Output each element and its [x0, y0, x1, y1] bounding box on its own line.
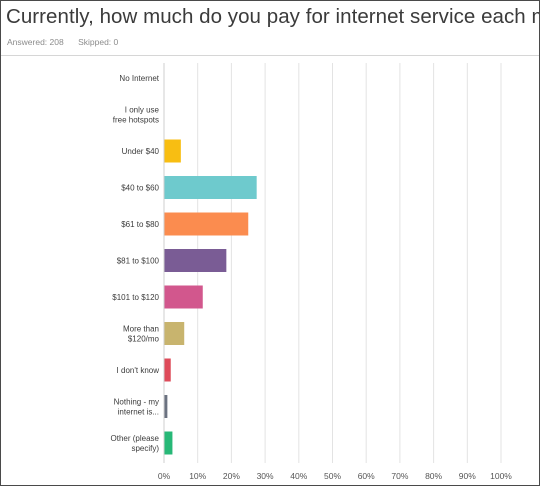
x-tick-label: 0%: [158, 471, 171, 481]
x-tick-label: 10%: [189, 471, 206, 481]
x-tick-label: 90%: [459, 471, 476, 481]
bar: [164, 431, 173, 455]
skipped-count: Skipped: 0: [78, 37, 119, 47]
header-divider: [1, 55, 539, 56]
category-label: More than $120/mo: [123, 325, 160, 344]
category-label: $101 to $120: [112, 293, 159, 302]
bar: [164, 249, 227, 272]
answered-count: Answered: 208: [7, 37, 64, 47]
category-label: No Internet: [119, 74, 159, 83]
x-tick-label: 100%: [490, 471, 512, 481]
bar: [164, 358, 171, 382]
bar: [164, 139, 181, 163]
x-tick-label: 40%: [290, 471, 307, 481]
bar: [164, 395, 168, 418]
category-label: Under $40: [122, 147, 160, 156]
x-tick-label: 30%: [257, 471, 274, 481]
category-label: $61 to $80: [121, 220, 159, 229]
category-label: I only use free hotspots: [113, 106, 160, 125]
category-label: Nothing - my internet is...: [114, 398, 159, 417]
category-label: $81 to $100: [117, 257, 160, 266]
bar: [164, 212, 249, 236]
x-tick-label: 20%: [223, 471, 240, 481]
category-label: $40 to $60: [121, 184, 159, 193]
bar: [164, 322, 185, 345]
category-label: Other (please specify): [111, 434, 160, 453]
category-label: I don't know: [117, 366, 160, 375]
bar: [164, 176, 257, 199]
x-tick-label: 70%: [391, 471, 408, 481]
question-title: Currently, how much do you pay for inter…: [6, 5, 539, 28]
response-counts: Answered: 208 Skipped: 0: [7, 37, 130, 47]
x-tick-label: 80%: [425, 471, 442, 481]
x-tick-label: 50%: [324, 471, 341, 481]
bar: [164, 285, 203, 309]
x-tick-label: 60%: [358, 471, 375, 481]
